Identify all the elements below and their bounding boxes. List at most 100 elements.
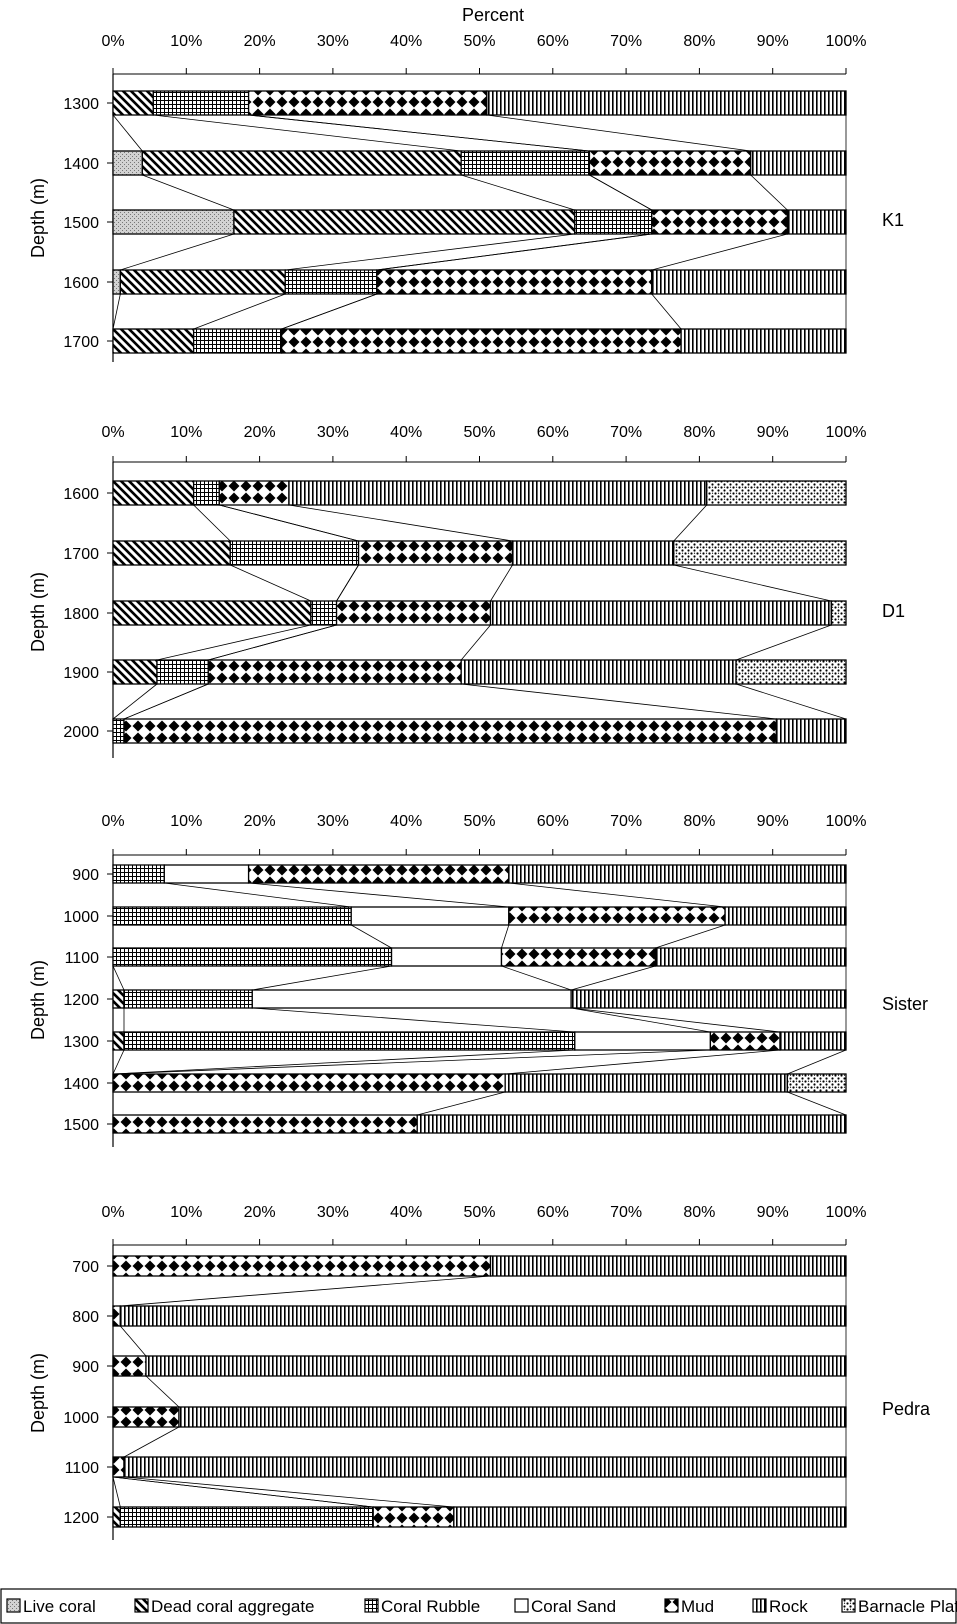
x-tick-label: 10% [170,33,202,50]
x-tick-label: 60% [537,33,569,50]
connector-line [252,965,392,991]
bar-segment-coral-rubble [229,540,360,566]
bar-segment-dead-coral-aggregate [119,269,286,295]
bar-segment-rock [145,1355,847,1377]
connector-line [673,564,832,602]
connector-line [153,114,462,152]
connector-line [112,965,125,991]
bar-segment-rock [288,480,708,506]
bar-segment-rock [750,150,847,176]
bar-segment-rock [511,540,675,566]
connector-line [376,233,652,271]
legend-item-coral-rubble: Coral Rubble [364,1597,480,1616]
bar-segment-coral-rubble [123,989,253,1009]
x-tick-label: 50% [463,813,495,830]
connector-line [336,564,359,602]
depth-label: 1400 [63,1076,99,1093]
bar-segment-rock [779,1031,847,1051]
bar-segment-rock [178,1406,847,1428]
bar-segment-mud [651,209,789,235]
x-tick-label: 80% [683,33,715,50]
connector-line [787,1049,847,1075]
site-label: Pedra [882,1399,931,1419]
depth-label: 900 [72,1359,99,1376]
connector-line [142,174,235,211]
depth-row-1300 [112,1031,847,1051]
connector-line [285,233,575,271]
bar-segment-coral-sand [350,906,510,926]
connector-line [501,965,572,991]
bar-segment-rock [680,328,847,354]
depth-label: 1000 [63,909,99,926]
x-tick-label: 30% [317,424,349,441]
bar-segment-coral-rubble [156,659,209,685]
x-tick-label: 40% [390,1204,422,1221]
x-tick-label: 80% [683,424,715,441]
bar-segment-rock [786,209,847,235]
bar-segment-coral-rubble [119,1506,374,1528]
x-tick-label: 60% [537,424,569,441]
bar-segment-mud [247,864,510,884]
connector-line [490,564,513,602]
x-tick-label: 10% [170,1204,202,1221]
connector-line [673,504,708,542]
connector-line [248,114,590,152]
legend-label: Dead coral aggregate [151,1597,315,1616]
depth-row-1100 [112,1456,847,1478]
x-tick-label: 10% [170,424,202,441]
depth-label: 1700 [63,334,99,351]
x-tick-label: 20% [244,1204,276,1221]
bar-segment-mud [112,1255,492,1277]
connector-line [164,882,352,908]
depth-label: 1000 [63,1410,99,1427]
x-tick-label: 20% [244,424,276,441]
connector-line [112,1476,374,1508]
depth-label: 1200 [63,992,99,1009]
site-label: K1 [882,210,904,230]
bar-segment-coral-rubble [284,269,378,295]
bar-segment-coral-rubble [574,209,653,235]
depth-row-1700 [112,328,847,354]
legend-label: Live coral [23,1597,96,1616]
depth-row-1200 [112,1506,847,1528]
connector-line [417,1091,506,1116]
connector-line [112,1049,711,1075]
bar-segment-mud [372,1506,455,1528]
depth-label: 1300 [63,96,99,113]
connector-line [112,293,121,330]
bar-segment-mud [709,1031,781,1051]
connector-line [248,882,509,908]
x-tick-label: 10% [170,813,202,830]
x-tick-label: 40% [390,33,422,50]
legend-item-rock: Rock [752,1597,808,1616]
bar-segment-coral-rubble [460,150,591,176]
legend-item-coral-sand: Coral Sand [514,1597,616,1616]
depth-row-1000 [112,906,847,926]
connector-line [461,683,777,720]
connector-line [486,114,751,152]
y-axis-label: Depth (m) [28,572,48,652]
connector-line [501,924,510,949]
x-tick-label: 20% [244,813,276,830]
connector-line [123,1476,454,1508]
connector-line [219,504,359,542]
legend-swatch [6,1598,21,1613]
depth-label: 1500 [63,215,99,232]
legend-swatch [841,1598,856,1613]
bar-segment-rock [504,1073,789,1093]
bar-segment-coral-sand [251,989,572,1009]
depth-row-900 [112,1355,847,1377]
x-tick-label: 50% [463,33,495,50]
bar-segment-mud [588,150,752,176]
x-tick-label: 100% [826,33,867,50]
depth-label: 1900 [63,665,99,682]
legend-label: Rock [769,1597,808,1616]
depth-row-2000 [112,718,847,744]
x-tick-label: 70% [610,424,642,441]
legend: Live coral Dead coral aggregate Coral Rubb… [0,1588,957,1624]
bar-segment-mud [207,659,462,685]
bar-segment-barnacle-plates [830,600,847,626]
depth-label: 1800 [63,606,99,623]
depth-label: 1100 [65,1460,100,1477]
